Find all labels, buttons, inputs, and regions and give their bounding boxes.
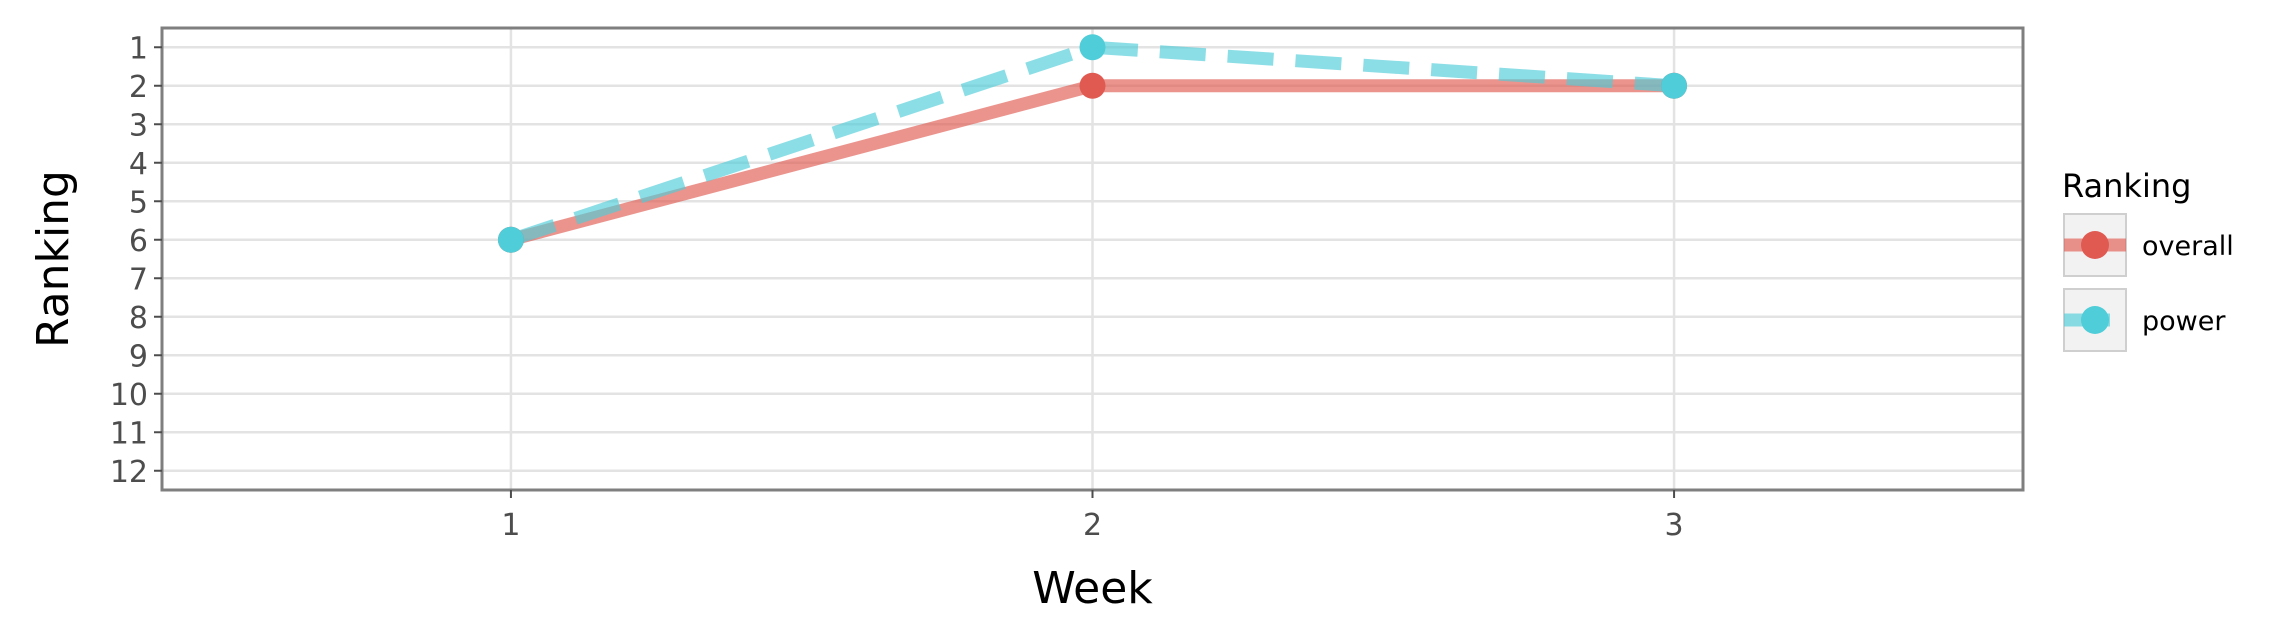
x-tick-label: 3 (1665, 508, 1684, 543)
data-point-overall (1079, 72, 1106, 99)
y-tick-label: 10 (110, 378, 148, 413)
legend-title: Ranking (2062, 167, 2191, 205)
legend: Ranking overall power (2062, 167, 2234, 352)
y-tick-label: 4 (129, 147, 148, 182)
y-tick-label: 9 (129, 339, 148, 374)
data-point-power (497, 226, 524, 253)
y-tick-label: 7 (129, 262, 148, 297)
y-tick-label: 3 (129, 108, 148, 143)
data-point-power (1661, 72, 1688, 99)
y-tick-label: 1 (129, 31, 148, 66)
x-tick-label: 2 (1083, 508, 1102, 543)
series-layer (497, 34, 1688, 253)
data-point-power (1079, 34, 1106, 61)
grid (162, 28, 2023, 490)
x-axis-ticks: 1 2 3 (501, 490, 1684, 543)
y-tick-label: 5 (129, 185, 148, 220)
x-tick-label: 1 (501, 508, 520, 543)
x-axis-title: Week (1032, 563, 1153, 614)
y-tick-label: 2 (129, 70, 148, 105)
legend-key-marker (2081, 231, 2109, 259)
y-tick-label: 6 (129, 224, 148, 259)
y-tick-label: 12 (110, 455, 148, 490)
legend-key-marker (2081, 306, 2109, 334)
y-tick-label: 8 (129, 301, 148, 336)
legend-label: power (2142, 306, 2226, 337)
y-axis-title: Ranking (28, 170, 79, 348)
y-tick-label: 11 (110, 416, 148, 451)
legend-item-power: power (2063, 288, 2226, 352)
legend-item-overall: overall (2063, 213, 2234, 277)
legend-label: overall (2142, 231, 2234, 262)
